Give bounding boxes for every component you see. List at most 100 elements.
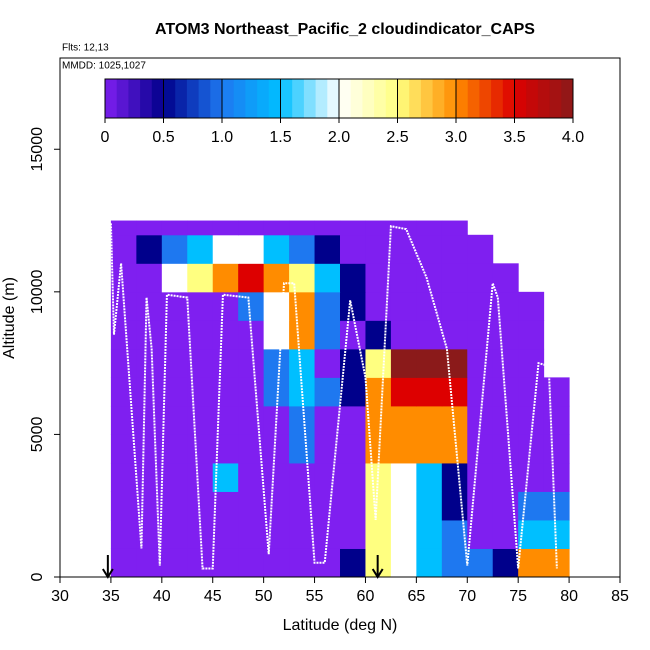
heatmap-cell (314, 348, 341, 378)
heatmap-cell (416, 548, 443, 578)
heatmap-cell (212, 291, 239, 321)
colorbar-cell (222, 79, 235, 118)
heatmap-cell (136, 348, 163, 378)
heatmap-cell (365, 491, 392, 521)
heatmap-cell (467, 263, 494, 293)
heatmap-cell (390, 220, 417, 236)
heatmap-cell (340, 491, 366, 521)
heatmap-cell (467, 462, 494, 492)
heatmap-cell (289, 548, 316, 578)
heatmap-cell (390, 348, 417, 378)
colorbar-tick-label: 1.5 (269, 129, 291, 146)
colorbar-cell (479, 79, 492, 118)
heatmap-cell (187, 405, 214, 435)
colorbar-cell (339, 79, 352, 118)
colorbar-tick-label: 2.0 (328, 129, 350, 146)
heatmap-cell (416, 291, 443, 321)
heatmap-cell (161, 263, 188, 293)
heatmap-cell (365, 320, 392, 350)
heatmap-cell (340, 462, 366, 492)
heatmap-cell (187, 462, 214, 492)
heatmap-cell (441, 377, 468, 407)
heatmap-cell (314, 220, 341, 236)
heatmap-cell (365, 519, 392, 549)
colorbar-tick-label: 2.5 (386, 129, 408, 146)
colorbar-cell (526, 79, 539, 118)
colorbar-cell (198, 79, 211, 118)
heatmap-cell (314, 291, 341, 321)
heatmap-cell (390, 263, 417, 293)
heatmap-cell (289, 291, 316, 321)
heatmap-cell (238, 462, 265, 492)
heatmap-cell (365, 220, 392, 236)
heatmap-cell (187, 291, 214, 321)
heatmap-cell (492, 434, 519, 464)
colorbar-tick-label: 3.5 (503, 129, 525, 146)
heatmap-cell (340, 519, 366, 549)
heatmap-cell (543, 434, 570, 464)
heatmap-cell (187, 548, 214, 578)
heatmap-cell (161, 491, 188, 521)
colorbar-cell (491, 79, 504, 118)
heatmap-cell (314, 405, 341, 435)
heatmap-cell (390, 548, 417, 578)
colorbar-tick-label: 3.0 (445, 129, 467, 146)
colorbar-cell (432, 79, 445, 118)
y-tick-label: 5000 (29, 417, 46, 453)
heatmap-cell (416, 519, 443, 549)
colorbar-cell (409, 79, 422, 118)
heatmap-cell (518, 348, 545, 378)
colorbar-cell (456, 79, 469, 118)
heatmap-cell (492, 462, 519, 492)
heatmap-cell (136, 405, 163, 435)
annotation: MMDD: 1025,1027 (62, 61, 146, 72)
colorbar-cell (280, 79, 293, 118)
heatmap-cell (416, 320, 443, 350)
heatmap-cell (263, 234, 290, 264)
heatmap-cell (314, 263, 341, 293)
x-tick-label: 80 (560, 588, 578, 605)
heatmap-cell (518, 377, 545, 407)
heatmap-cell (238, 263, 265, 293)
x-tick-label: 30 (51, 588, 69, 605)
x-tick-label: 75 (509, 588, 527, 605)
heatmap-cell (340, 234, 366, 264)
heatmap-cell (518, 548, 545, 578)
heatmap-cell (110, 263, 137, 293)
heatmap-cell (467, 234, 494, 264)
heatmap-cell (161, 462, 188, 492)
colorbar-cell (140, 79, 153, 118)
heatmap-cell (212, 348, 239, 378)
heatmap-cell (161, 234, 188, 264)
colorbar-cell (561, 79, 574, 118)
x-tick-label: 60 (357, 588, 375, 605)
heatmap-cell (263, 462, 290, 492)
heatmap-cell (416, 234, 443, 264)
heatmap-cell (161, 434, 188, 464)
heatmap-cell (110, 348, 137, 378)
x-tick-label: 65 (407, 588, 425, 605)
colorbar-cell (350, 79, 363, 118)
heatmap-cell (467, 377, 494, 407)
colorbar-cell (467, 79, 480, 118)
heatmap-cell (187, 377, 214, 407)
colorbar-cell (303, 79, 317, 118)
colorbar-cell (151, 79, 164, 118)
x-axis-title: Latitude (deg N) (283, 617, 398, 634)
heatmap-cell (340, 291, 366, 321)
heatmap-cell (238, 234, 265, 264)
plot-frame (59, 57, 621, 578)
heatmap-cell (110, 519, 137, 549)
x-tick-label: 35 (102, 588, 120, 605)
colorbar-cell (175, 79, 188, 118)
heatmap-cell (340, 220, 366, 236)
heatmap-cell (289, 263, 316, 293)
heatmap-cell (518, 405, 545, 435)
heatmap-cell (416, 462, 443, 492)
arrow-head (102, 568, 114, 579)
heatmap-cell (314, 234, 341, 264)
colorbar-tick-label: 4.0 (562, 129, 584, 146)
colorbar-cell (315, 79, 328, 118)
heatmap-cell (238, 434, 265, 464)
heatmap-cell (390, 491, 417, 521)
